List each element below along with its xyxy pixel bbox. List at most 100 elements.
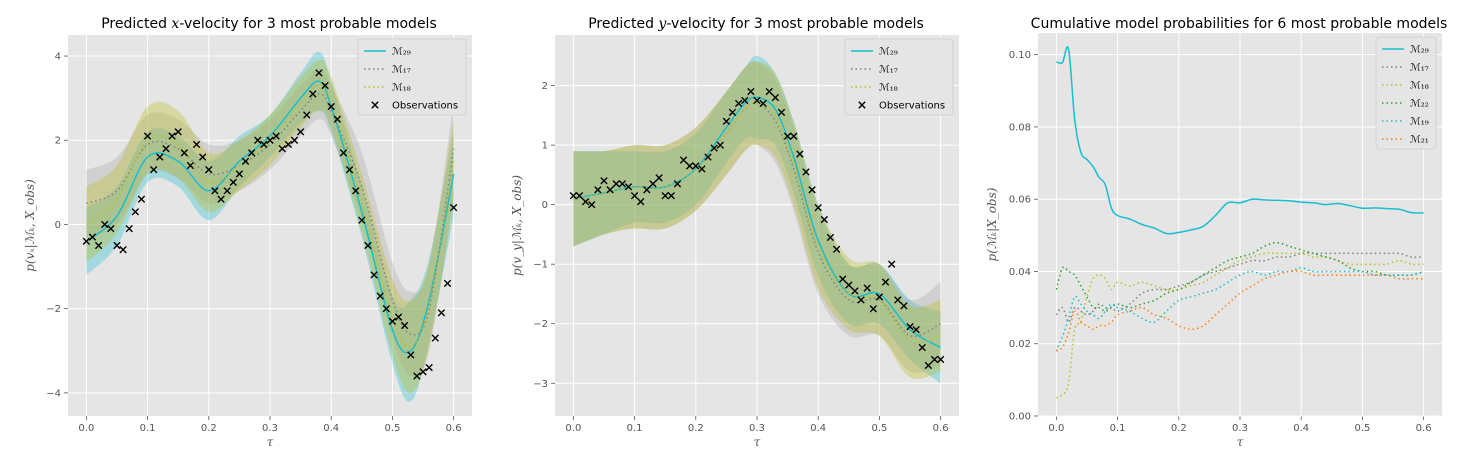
y-axis-label: p(vₓ|ℳₖ, X_obs) xyxy=(23,179,37,272)
observation-point xyxy=(673,180,682,188)
x-tick-label: 0.5 xyxy=(871,423,887,434)
observation-point xyxy=(437,309,446,317)
observation-point xyxy=(783,132,792,140)
x-tick-label: 0.5 xyxy=(1354,423,1370,434)
y-tick-label: 0.06 xyxy=(1009,195,1031,206)
legend-label: ℳ₁₈ xyxy=(1410,81,1429,92)
legend-box xyxy=(357,38,467,116)
legend-label: ℳ₂₉ xyxy=(392,47,411,58)
observation-point xyxy=(667,192,675,200)
observation-point xyxy=(728,108,737,117)
x-tick-label: 0.2 xyxy=(688,423,704,434)
observation-point xyxy=(581,197,590,206)
confidence-band-3 xyxy=(86,60,454,393)
confidence-band-1 xyxy=(573,55,941,384)
x-tick-label: 0.6 xyxy=(446,423,462,434)
observation-point xyxy=(315,69,323,77)
observation-point xyxy=(692,162,700,170)
observation-point xyxy=(431,334,439,342)
observation-point xyxy=(327,102,335,111)
observation-point xyxy=(413,372,421,380)
series-line-2 xyxy=(1055,252,1424,323)
observation-point xyxy=(143,132,152,140)
observation-point xyxy=(174,128,182,136)
observation-point xyxy=(845,281,853,289)
x-tick-label: 0.3 xyxy=(1232,423,1248,434)
observation-point xyxy=(260,140,268,149)
observation-point xyxy=(600,177,608,185)
observation-point xyxy=(900,302,908,310)
observation-point xyxy=(211,187,219,195)
observation-point xyxy=(345,166,354,174)
legend-label: ℳ₂₉ xyxy=(879,47,898,58)
x-tick-label: 0.3 xyxy=(749,423,765,434)
legend-label: ℳ₁₇ xyxy=(392,65,411,76)
x-axis-label: τ xyxy=(754,435,761,449)
x-axis-label: τ xyxy=(267,435,274,449)
y-tick-label: 4 xyxy=(55,52,61,63)
y-tick-label: 0.02 xyxy=(1009,339,1031,350)
observation-point xyxy=(241,157,250,165)
observation-point xyxy=(716,141,724,149)
x-tick-label: 0.0 xyxy=(565,423,581,434)
x-tick-label: 0.4 xyxy=(323,423,339,434)
series-line-1 xyxy=(1056,46,1424,235)
observation-point xyxy=(198,153,207,161)
observation-point xyxy=(333,115,342,123)
observation-point xyxy=(192,140,201,149)
observation-point xyxy=(606,186,614,194)
observation-point xyxy=(881,278,890,286)
series-line-1 xyxy=(85,80,455,354)
chart-title: Predicted y-velocity for 3 most probable… xyxy=(588,16,924,32)
x-tick-label: 0.0 xyxy=(1048,423,1064,434)
observation-point xyxy=(388,317,397,325)
observation-point xyxy=(82,237,91,245)
observation-point xyxy=(796,150,804,158)
observation-point xyxy=(887,260,896,268)
legend-marker xyxy=(371,101,379,109)
legend-label: Observations xyxy=(392,101,458,112)
observation-point xyxy=(94,241,103,250)
chart-panel-3: 0.0 0.1 0.2 0.3 0.4 0.5 0.6 0.00 0.02 0.04 0.06 0.0… xyxy=(985,16,1447,449)
legend-label: ℳ₂₂ xyxy=(1410,99,1429,110)
observation-point xyxy=(630,192,639,200)
observation-point xyxy=(407,351,415,359)
observation-point xyxy=(364,241,372,250)
observation-point xyxy=(747,87,755,96)
observation-point xyxy=(425,363,433,372)
observation-point xyxy=(309,90,317,98)
observation-point xyxy=(936,355,945,364)
observation-point xyxy=(266,136,274,144)
x-tick-label: 0.2 xyxy=(1171,423,1187,434)
legend-label: ℳ₁₇ xyxy=(1410,63,1429,74)
observation-point xyxy=(790,132,798,140)
observation-point xyxy=(449,203,458,212)
observation-point xyxy=(704,153,712,161)
observation-point xyxy=(759,99,767,108)
legend-marker xyxy=(858,101,866,109)
observation-point xyxy=(272,132,280,140)
legend: ℳ₂₉ ℳ₁₇ ℳ₁₈ ℳ₂₂ ℳ₁₉ ℳ₂₁ xyxy=(1375,36,1437,150)
observation-point xyxy=(205,166,213,174)
y-tick-label: −1 xyxy=(533,260,548,271)
observation-point xyxy=(698,165,706,173)
observation-point xyxy=(88,233,97,241)
observation-point xyxy=(131,208,140,216)
legend: ℳ₂₉ ℳ₁₇ ℳ₁₈ Observations xyxy=(357,38,467,116)
observation-point xyxy=(168,132,176,140)
observation-point xyxy=(339,149,348,157)
observation-point xyxy=(321,81,329,90)
observation-point xyxy=(588,200,596,209)
observation-point xyxy=(229,178,237,187)
observation-point xyxy=(180,149,188,157)
observation-point xyxy=(661,192,669,200)
observation-point xyxy=(643,186,651,194)
observation-point xyxy=(722,117,731,126)
observation-point xyxy=(296,128,305,136)
y-tick-label: 0.08 xyxy=(1009,122,1031,133)
legend-label: ℳ₁₈ xyxy=(879,83,898,94)
observation-point xyxy=(125,224,133,233)
chart-title: Predicted x-velocity for 3 most probable… xyxy=(101,16,437,32)
observation-point xyxy=(119,246,127,254)
y-tick-label: −3 xyxy=(533,379,548,390)
